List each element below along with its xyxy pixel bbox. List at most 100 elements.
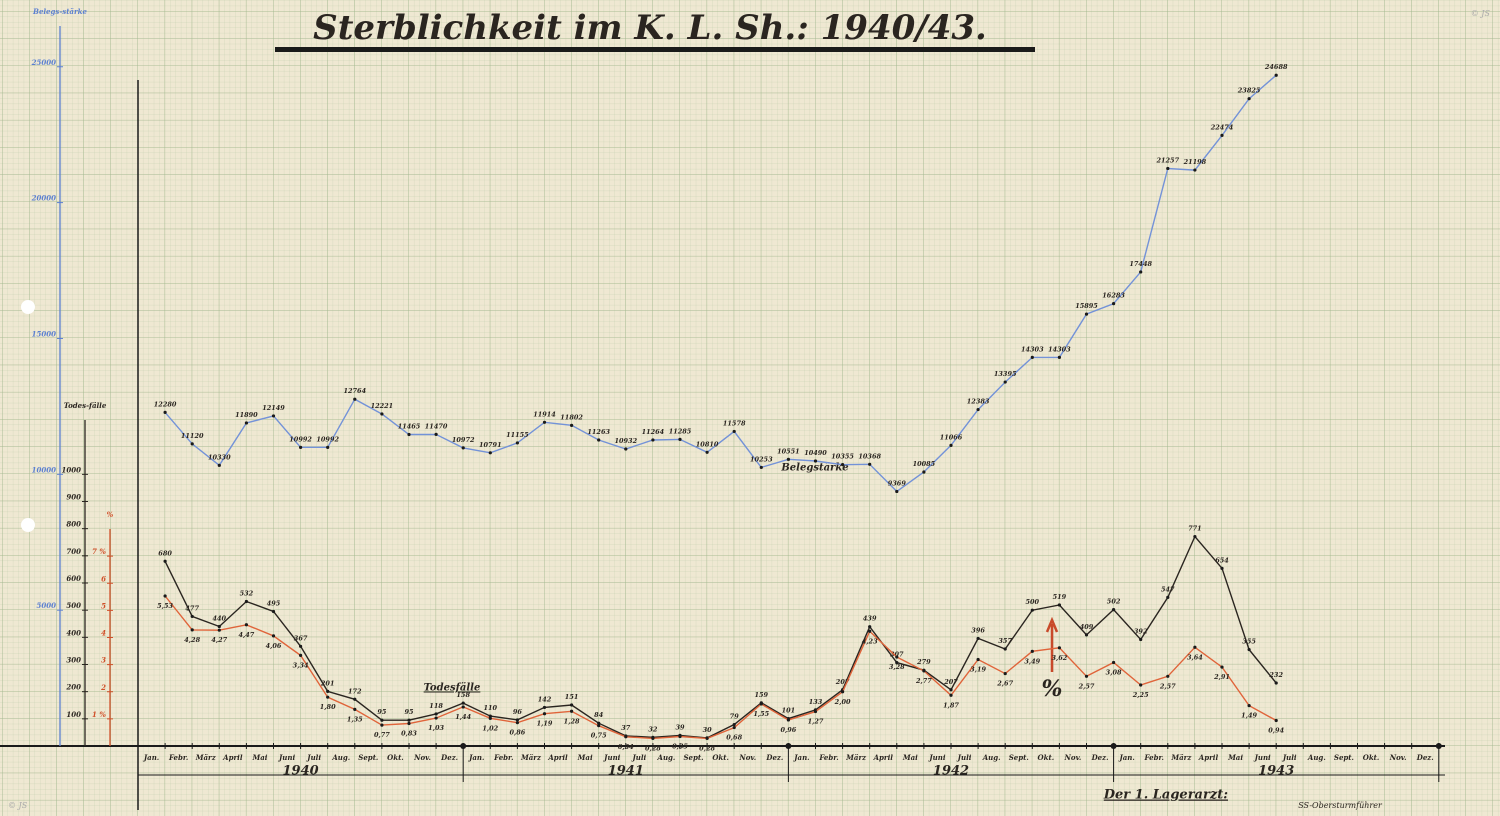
data-label: 0,34 xyxy=(618,743,634,751)
data-label: 110 xyxy=(484,704,498,712)
y-tick-label: 25000 xyxy=(31,58,56,67)
data-point xyxy=(244,421,248,425)
data-point xyxy=(380,412,384,416)
data-label: 12149 xyxy=(262,404,285,412)
x-tick-label: Dez. xyxy=(1091,753,1109,762)
data-point xyxy=(407,432,411,437)
data-point xyxy=(461,701,465,705)
data-point xyxy=(515,721,520,725)
data-label: 0,77 xyxy=(374,731,390,739)
data-label: 11285 xyxy=(669,427,692,435)
data-label: 22474 xyxy=(1210,123,1234,131)
data-point xyxy=(163,559,167,563)
data-point xyxy=(732,722,736,727)
data-label: 101 xyxy=(782,707,796,715)
data-point xyxy=(732,429,736,434)
x-tick-label: März xyxy=(195,753,217,762)
axis-title: % xyxy=(107,510,114,519)
data-point xyxy=(841,463,845,467)
data-point xyxy=(949,443,953,447)
data-label: 10791 xyxy=(479,441,502,449)
y-tick-label: 2 xyxy=(100,683,106,692)
data-point xyxy=(597,438,601,442)
data-label: 4,27 xyxy=(211,636,227,644)
series-annotation: Todesfälle xyxy=(424,683,481,694)
data-label: 21257 xyxy=(1155,156,1179,164)
data-point xyxy=(1057,355,1061,359)
data-point xyxy=(976,636,980,641)
data-point xyxy=(895,655,899,659)
data-point xyxy=(353,707,357,711)
data-label: 680 xyxy=(158,549,172,557)
data-point xyxy=(1057,646,1061,650)
x-tick-label: Mai xyxy=(902,753,918,762)
y-tick-label: 1000 xyxy=(62,465,82,474)
data-label: 10551 xyxy=(777,447,800,455)
data-label: 10932 xyxy=(614,437,637,445)
y-tick-label: 5 xyxy=(101,601,106,610)
data-label: 0,96 xyxy=(780,726,796,734)
x-tick-label: Juni xyxy=(927,753,945,762)
data-label: 771 xyxy=(1188,525,1202,533)
year-label: 1940 xyxy=(283,764,319,779)
y-tick-label: 1 % xyxy=(92,710,106,719)
x-tick-label: Juni xyxy=(602,753,620,762)
data-point xyxy=(1193,645,1197,649)
data-label: 440 xyxy=(213,614,227,622)
data-point xyxy=(1247,703,1251,708)
x-tick-label: Febr. xyxy=(493,753,513,762)
data-label: 502 xyxy=(1107,598,1121,606)
data-label: 12383 xyxy=(967,398,990,406)
x-tick-label: Okt. xyxy=(712,753,729,762)
x-tick-label: Mai xyxy=(1227,753,1243,762)
data-label: 30 xyxy=(703,726,713,734)
data-label: 3,34 xyxy=(293,661,309,669)
y-tick-label: 100 xyxy=(66,710,81,719)
data-label: 10810 xyxy=(696,440,719,448)
data-label: 409 xyxy=(1080,623,1094,631)
data-point xyxy=(1193,534,1197,539)
data-label: 13395 xyxy=(994,370,1017,378)
data-label: 2,57 xyxy=(1078,682,1095,690)
data-label: 654 xyxy=(1215,556,1229,564)
data-label: 2,57 xyxy=(1159,682,1176,690)
data-label: 0,83 xyxy=(401,729,417,737)
data-point xyxy=(1274,681,1278,685)
data-label: 16283 xyxy=(1102,292,1125,300)
percent-annotation: % xyxy=(1042,676,1063,702)
data-label: 11890 xyxy=(235,411,258,419)
data-point xyxy=(1139,683,1143,687)
data-label: 95 xyxy=(404,708,414,716)
data-point xyxy=(299,653,303,658)
x-tick-label: Febr. xyxy=(818,753,838,762)
data-point xyxy=(542,420,547,424)
y-tick-label: 3 xyxy=(101,656,106,665)
data-point xyxy=(1247,97,1251,101)
rank: SS-Obersturmführer xyxy=(1298,801,1383,810)
title-underline xyxy=(275,47,1035,52)
data-label: 84 xyxy=(594,711,604,719)
x-tick-label: Okt. xyxy=(1038,753,1055,762)
data-label: 96 xyxy=(513,708,523,716)
data-point xyxy=(1030,649,1034,653)
data-point xyxy=(786,718,791,722)
data-point xyxy=(488,451,492,455)
x-tick-label: Aug. xyxy=(331,753,350,762)
x-tick-label: April xyxy=(222,753,243,762)
data-point xyxy=(1030,608,1034,612)
data-label: 11914 xyxy=(533,410,556,418)
x-tick-label: April xyxy=(873,753,894,762)
data-label: 0,75 xyxy=(591,732,607,740)
data-point xyxy=(813,709,818,714)
data-point xyxy=(1166,674,1170,678)
data-point xyxy=(651,736,655,741)
data-label: 2,77 xyxy=(915,677,932,685)
y-tick-label: 4 xyxy=(101,629,106,638)
data-point xyxy=(299,644,303,648)
x-tick-label: Jan. xyxy=(467,753,484,762)
y-tick-label: 900 xyxy=(66,493,81,502)
data-point xyxy=(1220,566,1224,570)
